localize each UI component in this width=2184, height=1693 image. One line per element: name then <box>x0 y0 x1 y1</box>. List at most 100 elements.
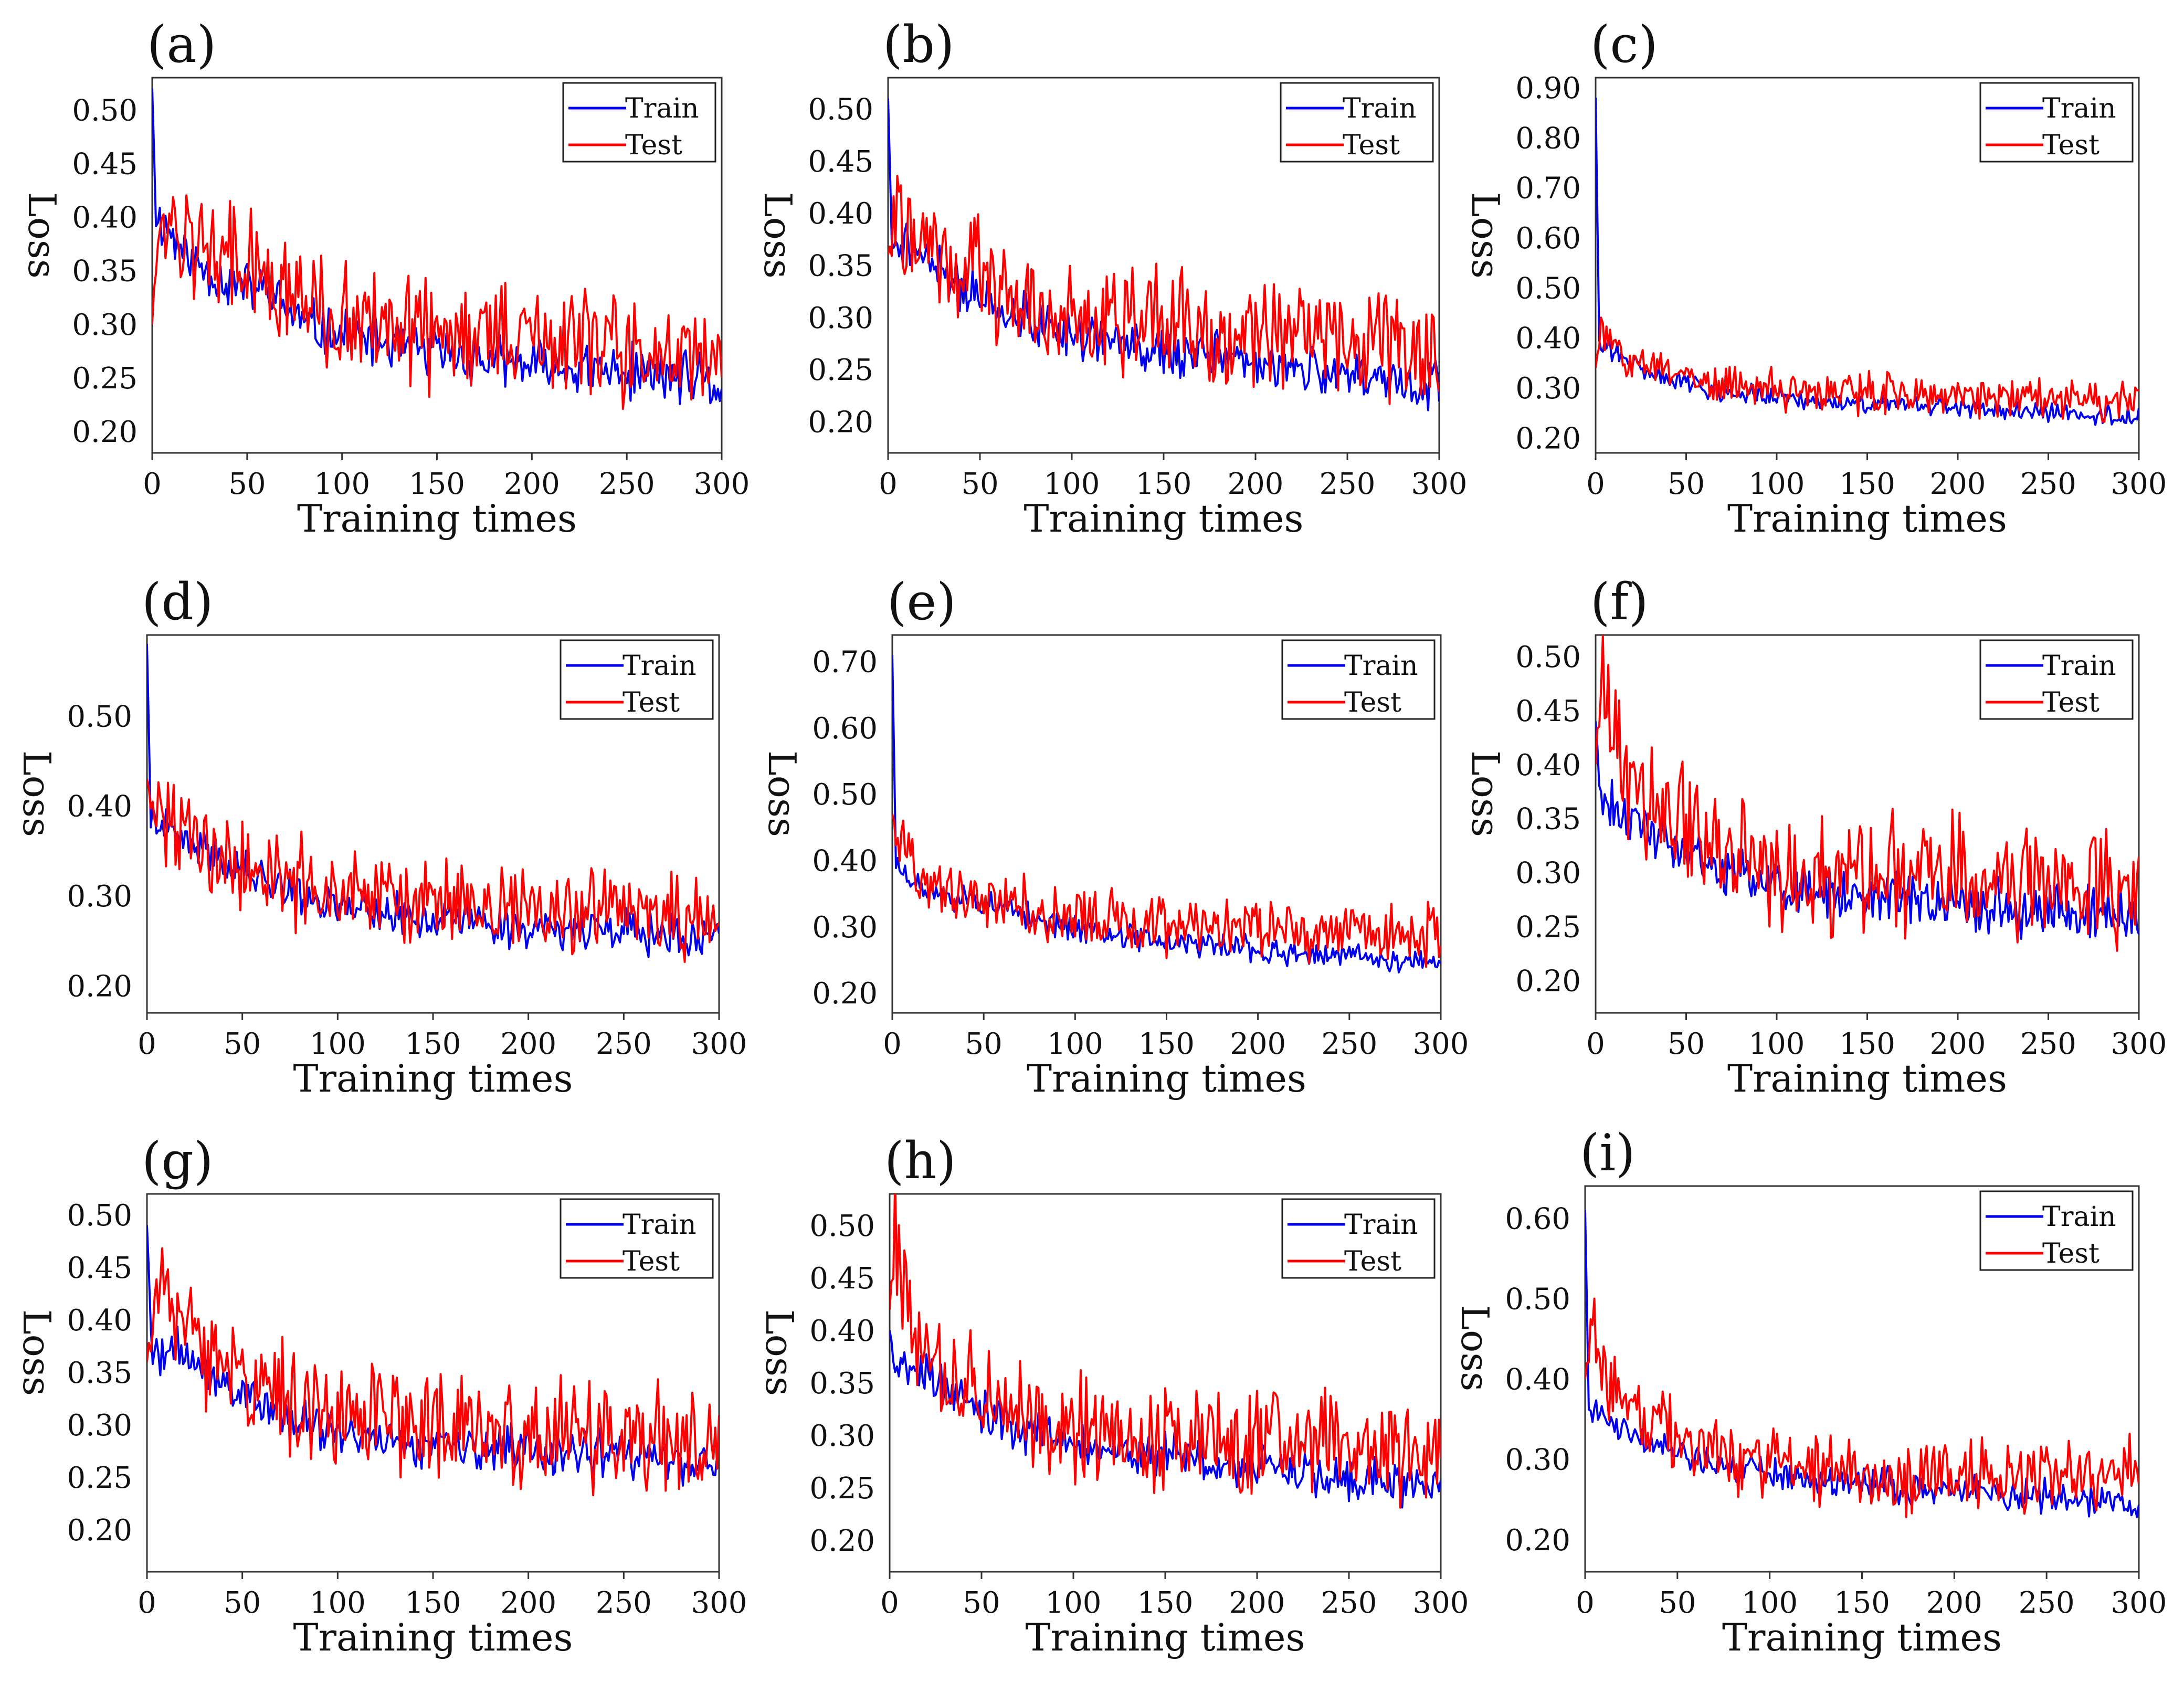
y-tick-label: 0.40 <box>1515 748 1581 782</box>
y-tick-label: 0.50 <box>72 93 138 128</box>
legend-label-test: Test <box>623 1246 680 1277</box>
x-tick-label: 50 <box>965 1027 1003 1061</box>
legend-box <box>1281 639 1436 720</box>
y-tick-label: 0.25 <box>1515 910 1581 944</box>
legend-label-test: Test <box>625 130 682 161</box>
y-tick-label: 0.35 <box>808 249 873 283</box>
x-tick-label: 100 <box>310 1586 366 1620</box>
y-tick-label: 0.80 <box>1515 121 1581 155</box>
x-tick-label: 200 <box>1229 1586 1285 1620</box>
y-tick-label: 0.60 <box>1505 1202 1570 1236</box>
series-group <box>892 654 1441 974</box>
panel-label: (e) <box>887 573 956 631</box>
y-tick-label: 0.20 <box>67 970 132 1004</box>
y-tick-label: 0.30 <box>812 911 878 945</box>
y-tick-label: 0.40 <box>809 1314 875 1348</box>
x-tick-label: 200 <box>500 1586 556 1620</box>
x-tick-label: 0 <box>1586 1027 1605 1061</box>
y-tick-label: 0.45 <box>72 147 138 181</box>
panel-label: (f) <box>1590 573 1648 631</box>
y-axis-title: Loss <box>1463 192 1507 279</box>
legend-box <box>1979 82 2134 163</box>
x-tick-label: 300 <box>694 467 750 501</box>
y-tick-label: 0.50 <box>1515 640 1581 674</box>
x-tick-label: 250 <box>2020 467 2076 501</box>
x-tick-label: 200 <box>1930 1027 1986 1061</box>
x-axis-title: Training times <box>1026 1615 1305 1659</box>
subplot-h: (h) 0 50 100 150 200 250 300 0.20 0.25 0.30 0.35 0.4… <box>757 1131 1469 1659</box>
series-group <box>1596 98 2139 426</box>
x-tick-label: 300 <box>1413 1027 1469 1061</box>
series-line-test <box>152 194 722 410</box>
subplot-c: (c) 0 50 100 150 200 250 300 0.20 0.30 0.40 0.50 0.6… <box>1463 15 2167 541</box>
x-tick-label: 250 <box>1320 467 1376 501</box>
y-tick-label: 0.45 <box>809 1262 875 1296</box>
x-tick-label: 200 <box>1230 1027 1286 1061</box>
panel-label: (a) <box>147 15 216 74</box>
legend-label-test: Test <box>623 687 680 718</box>
series-group <box>147 644 719 963</box>
y-tick-label: 0.35 <box>1515 802 1581 837</box>
x-tick-label: 50 <box>228 467 266 501</box>
series-group <box>888 98 1439 411</box>
y-tick-label: 0.20 <box>1515 421 1581 456</box>
x-tick-label: 200 <box>1926 1586 1982 1620</box>
series-group <box>1596 635 2139 952</box>
x-tick-label: 100 <box>1044 467 1100 501</box>
y-tick-label: 0.20 <box>67 1514 132 1548</box>
panel-label: (b) <box>883 15 954 74</box>
x-tick-label: 200 <box>504 467 560 501</box>
x-tick-label: 150 <box>409 467 465 501</box>
x-tick-label: 0 <box>879 467 898 501</box>
x-tick-label: 0 <box>138 1027 156 1061</box>
x-axis-title: Training times <box>293 1056 573 1101</box>
x-tick-label: 250 <box>599 467 655 501</box>
y-tick-label: 0.45 <box>808 145 873 179</box>
x-tick-label: 250 <box>596 1586 652 1620</box>
x-tick-label: 100 <box>1742 1586 1798 1620</box>
y-tick-label: 0.20 <box>72 415 138 449</box>
y-tick-label: 0.30 <box>1505 1443 1570 1477</box>
x-tick-label: 0 <box>143 467 162 501</box>
legend-label-train: Train <box>1344 1209 1418 1241</box>
y-tick-label: 0.35 <box>67 1356 132 1390</box>
x-tick-label: 250 <box>596 1027 652 1061</box>
legend: Train Test <box>1280 82 1434 163</box>
subplot-a: (a) 0 50 100 150 200 250 300 0.20 0.25 0.30 0.35 0.4… <box>20 15 750 541</box>
series-line-test <box>890 1194 1441 1509</box>
subplot-i: (i) 0 50 100 150 200 250 300 0.20 0.30 0.40 0.50 0.6… <box>1453 1124 2167 1659</box>
x-tick-label: 0 <box>1576 1586 1595 1620</box>
y-tick-label: 0.40 <box>67 1304 132 1338</box>
panel-label: (g) <box>142 1131 213 1190</box>
series-group <box>890 1194 1441 1509</box>
x-tick-label: 50 <box>224 1586 261 1620</box>
y-tick-label: 0.40 <box>1515 322 1581 356</box>
x-tick-label: 200 <box>1228 467 1284 501</box>
x-tick-label: 50 <box>961 467 998 501</box>
x-tick-label: 0 <box>883 1027 902 1061</box>
y-tick-label: 0.25 <box>67 1461 132 1495</box>
y-tick-label: 0.50 <box>67 700 132 734</box>
series-line-test <box>1596 316 2139 423</box>
y-tick-label: 0.20 <box>1515 964 1581 998</box>
x-tick-label: 0 <box>880 1586 899 1620</box>
y-tick-label: 0.40 <box>812 844 878 878</box>
x-tick-label: 300 <box>691 1586 747 1620</box>
x-tick-label: 0 <box>138 1586 156 1620</box>
y-tick-label: 0.25 <box>72 362 138 396</box>
panel-label: (i) <box>1580 1124 1636 1182</box>
legend-box <box>1979 1190 2134 1271</box>
legend-label-train: Train <box>623 1209 697 1241</box>
series-line-test <box>1585 1297 2139 1518</box>
legend-label-train: Train <box>2042 650 2116 682</box>
y-tick-label: 0.40 <box>808 197 873 231</box>
x-axis-title: Training times <box>1727 496 2007 541</box>
y-tick-label: 0.50 <box>809 1209 875 1243</box>
y-axis-title: Loss <box>757 1309 801 1396</box>
y-tick-label: 0.30 <box>1515 372 1581 406</box>
x-tick-label: 150 <box>1137 1586 1194 1620</box>
x-tick-label: 150 <box>1138 1027 1195 1061</box>
series-line-train <box>1596 721 2139 940</box>
legend-box <box>560 1198 714 1279</box>
y-axis-title: Loss <box>1453 1305 1497 1391</box>
